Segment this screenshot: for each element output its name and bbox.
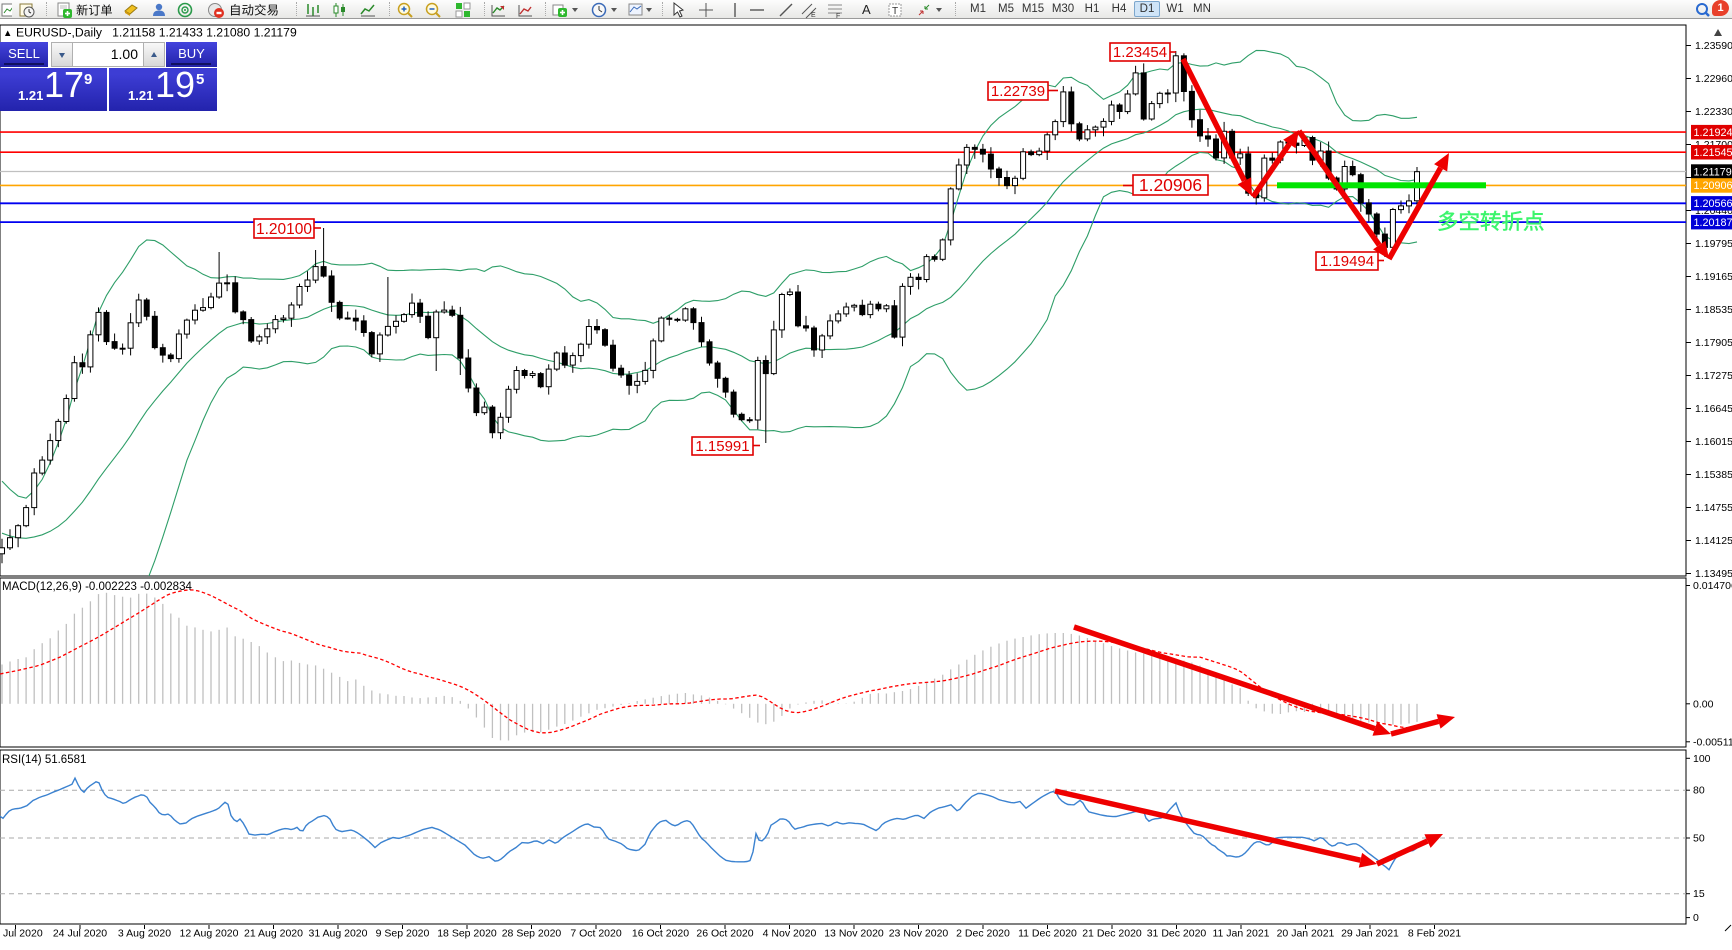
svg-text:2 Dec 2020: 2 Dec 2020 bbox=[956, 928, 1010, 940]
svg-text:20 Jan 2021: 20 Jan 2021 bbox=[1277, 928, 1335, 940]
svg-text:1.18535: 1.18535 bbox=[1695, 304, 1732, 316]
svg-text:1.19795: 1.19795 bbox=[1695, 238, 1732, 250]
svg-text:1.20187: 1.20187 bbox=[1694, 217, 1732, 229]
svg-text:1.14755: 1.14755 bbox=[1695, 502, 1732, 514]
svg-text:1.17275: 1.17275 bbox=[1695, 370, 1732, 382]
svg-text:1.22330: 1.22330 bbox=[1695, 106, 1732, 118]
svg-text:21 Dec 2020: 21 Dec 2020 bbox=[1082, 928, 1142, 940]
svg-text:7 Oct 2020: 7 Oct 2020 bbox=[570, 928, 622, 940]
svg-text:8 Feb 2021: 8 Feb 2021 bbox=[1408, 928, 1461, 940]
svg-text:24 Jul 2020: 24 Jul 2020 bbox=[53, 928, 107, 940]
svg-text:9 Sep 2020: 9 Sep 2020 bbox=[376, 928, 430, 940]
svg-text:11 Jan 2021: 11 Jan 2021 bbox=[1212, 928, 1269, 940]
svg-text:11 Dec 2020: 11 Dec 2020 bbox=[1018, 928, 1077, 940]
svg-text:E: E bbox=[811, 12, 816, 19]
svg-text:12 Aug 2020: 12 Aug 2020 bbox=[180, 928, 239, 940]
svg-text:0: 0 bbox=[1693, 912, 1699, 924]
svg-text:1.16015: 1.16015 bbox=[1695, 436, 1732, 448]
svg-text:28 Sep 2020: 28 Sep 2020 bbox=[502, 928, 562, 940]
svg-text:100: 100 bbox=[1693, 753, 1711, 765]
svg-text:1.17905: 1.17905 bbox=[1695, 337, 1732, 349]
svg-text:1.22960: 1.22960 bbox=[1695, 73, 1732, 85]
svg-text:0.014706: 0.014706 bbox=[1693, 580, 1732, 592]
svg-text:1.20906: 1.20906 bbox=[1694, 180, 1732, 192]
svg-text:31 Dec 2020: 31 Dec 2020 bbox=[1147, 928, 1207, 940]
svg-text:1.19494: 1.19494 bbox=[1320, 253, 1374, 270]
svg-text:RSI(14) 51.6581: RSI(14) 51.6581 bbox=[2, 754, 86, 766]
svg-text:F: F bbox=[836, 13, 840, 19]
svg-text:1.22739: 1.22739 bbox=[991, 83, 1045, 100]
svg-text:-0.005113: -0.005113 bbox=[1693, 736, 1732, 748]
svg-text:15 Jul 2020: 15 Jul 2020 bbox=[0, 928, 43, 940]
svg-text:MACD(12,26,9) -0.002223 -0.002: MACD(12,26,9) -0.002223 -0.002834 bbox=[2, 581, 192, 593]
svg-text:1.20100: 1.20100 bbox=[256, 221, 312, 238]
svg-text:▲: ▲ bbox=[3, 28, 12, 39]
svg-text:1.14125: 1.14125 bbox=[1695, 535, 1732, 547]
svg-text:1.15385: 1.15385 bbox=[1695, 469, 1732, 481]
svg-text:31 Aug 2020: 31 Aug 2020 bbox=[309, 928, 368, 940]
svg-text:13 Nov 2020: 13 Nov 2020 bbox=[824, 928, 884, 940]
svg-text:23 Nov 2020: 23 Nov 2020 bbox=[889, 928, 949, 940]
svg-text:EURUSD-,Daily 1.21158 1.2143: EURUSD-,Daily 1.21158 1.21433 1.21080 1.… bbox=[16, 26, 297, 40]
svg-text:4 Nov 2020: 4 Nov 2020 bbox=[763, 928, 817, 940]
svg-text:18 Sep 2020: 18 Sep 2020 bbox=[437, 928, 497, 940]
svg-text:16 Oct 2020: 16 Oct 2020 bbox=[632, 928, 689, 940]
svg-text:1.23454: 1.23454 bbox=[1113, 44, 1167, 61]
svg-text:1.16645: 1.16645 bbox=[1695, 403, 1732, 415]
svg-text:1.20906: 1.20906 bbox=[1139, 175, 1202, 195]
svg-text:1.21545: 1.21545 bbox=[1694, 147, 1732, 159]
svg-text:80: 80 bbox=[1693, 785, 1705, 797]
svg-text:29 Jan 2021: 29 Jan 2021 bbox=[1341, 928, 1399, 940]
svg-text:1.15991: 1.15991 bbox=[695, 438, 749, 455]
svg-text:T: T bbox=[892, 6, 898, 17]
svg-text:1.20566: 1.20566 bbox=[1694, 198, 1732, 210]
svg-text:1.21924: 1.21924 bbox=[1694, 127, 1732, 139]
svg-text:0.00: 0.00 bbox=[1693, 698, 1714, 710]
svg-text:1.13495: 1.13495 bbox=[1695, 568, 1732, 580]
svg-text:1.21179: 1.21179 bbox=[1694, 166, 1732, 178]
svg-text:26 Oct 2020: 26 Oct 2020 bbox=[696, 928, 753, 940]
svg-text:15: 15 bbox=[1693, 888, 1705, 900]
svg-text:3 Aug 2020: 3 Aug 2020 bbox=[118, 928, 171, 940]
svg-text:50: 50 bbox=[1693, 833, 1705, 845]
svg-text:1.19165: 1.19165 bbox=[1695, 271, 1732, 283]
svg-text:21 Aug 2020: 21 Aug 2020 bbox=[244, 928, 303, 940]
svg-text:1.23590: 1.23590 bbox=[1695, 40, 1732, 52]
